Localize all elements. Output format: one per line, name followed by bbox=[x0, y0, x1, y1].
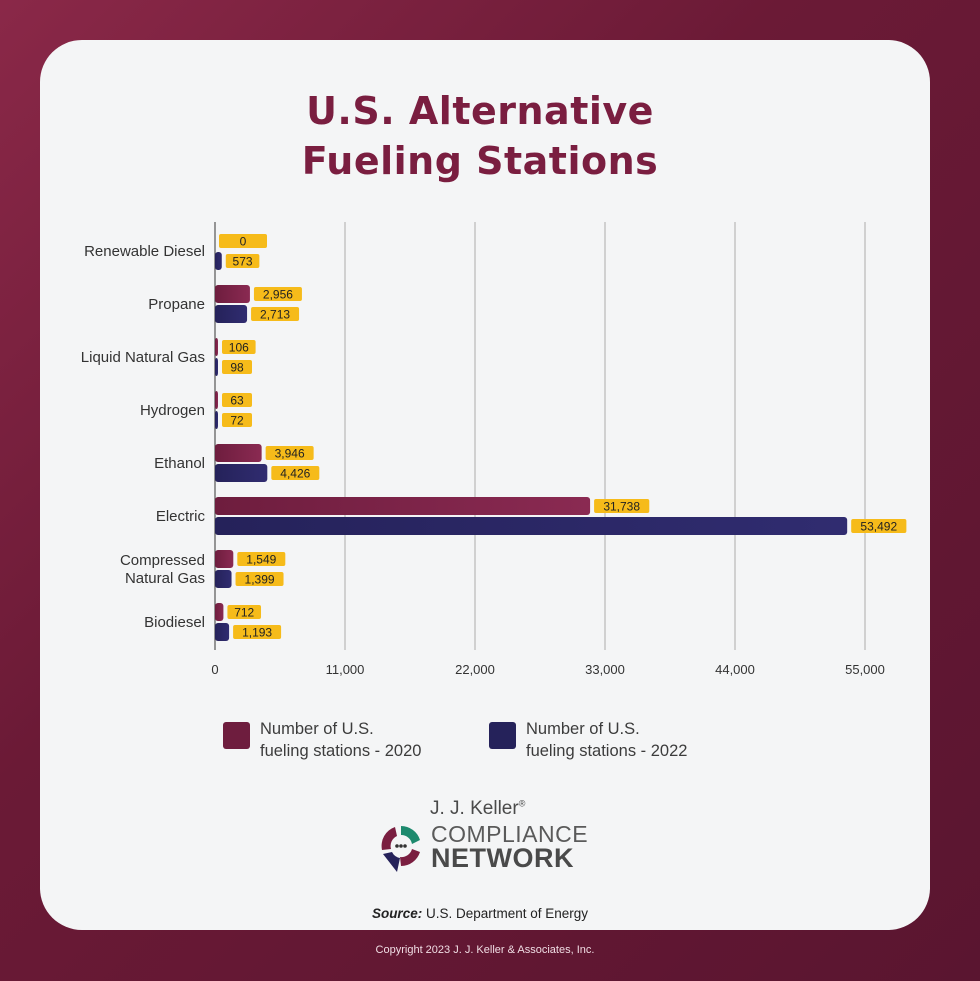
bar-0-5 bbox=[215, 497, 591, 515]
logo-registered-mark: ® bbox=[518, 798, 526, 809]
data-label-bg-0-6 bbox=[237, 552, 286, 566]
compliance-network-logo-icon bbox=[381, 826, 420, 872]
legend-2020-line2: fueling stations - 2020 bbox=[260, 742, 422, 760]
card-panel bbox=[40, 40, 930, 930]
data-label-bg-1-1 bbox=[251, 307, 300, 321]
bar-1-0 bbox=[215, 252, 222, 270]
bar-chart: 0 11,000 22,000 33,000 44,000 55,000 Renewable… bbox=[81, 222, 907, 677]
data-label-bg-0-0 bbox=[219, 234, 267, 248]
legend-2022-line1: Number of U.S. bbox=[526, 720, 640, 738]
data-label-bg-0-7 bbox=[227, 605, 262, 619]
data-label-1-3: 72 bbox=[230, 414, 244, 428]
logo-network: NETWORK bbox=[431, 843, 574, 873]
chart-title: U.S. Alternative Fueling Stations bbox=[0, 86, 960, 186]
data-label-0-3: 63 bbox=[230, 394, 244, 408]
logo-brand-text: J. J. Keller bbox=[430, 798, 519, 819]
bar-0-6 bbox=[215, 550, 234, 568]
x-tick-label-2: 22,000 bbox=[455, 662, 495, 677]
logo-brand: J. J. Keller® bbox=[430, 798, 525, 820]
bar-1-4 bbox=[215, 464, 268, 482]
bar-0-3 bbox=[215, 391, 218, 409]
x-tick-label-3: 33,000 bbox=[585, 662, 625, 677]
category-label-3: Hydrogen bbox=[140, 402, 205, 419]
data-label-1-0: 573 bbox=[233, 255, 253, 269]
bar-1-1 bbox=[215, 305, 248, 323]
data-label-1-7: 1,193 bbox=[242, 626, 272, 640]
data-label-bg-1-0 bbox=[225, 254, 260, 268]
data-label-1-6: 1,399 bbox=[245, 573, 275, 587]
legend-swatch-2020 bbox=[223, 722, 250, 749]
x-tick-label-4: 44,000 bbox=[715, 662, 755, 677]
bar-0-4 bbox=[215, 444, 262, 462]
data-label-0-4: 3,946 bbox=[275, 447, 305, 461]
category-label-4: Ethanol bbox=[154, 455, 205, 472]
data-label-1-1: 2,713 bbox=[260, 308, 290, 322]
category-label-0: Renewable Diesel bbox=[84, 243, 205, 260]
data-label-bg-1-4 bbox=[271, 466, 320, 480]
legend-swatch-2022 bbox=[489, 722, 516, 749]
title-line-2: Fueling Stations bbox=[301, 139, 659, 183]
bar-1-6 bbox=[215, 570, 232, 588]
category-label-7: Biodiesel bbox=[144, 614, 205, 631]
data-label-bg-1-3 bbox=[222, 413, 252, 427]
data-label-bg-1-5 bbox=[851, 519, 907, 533]
data-label-bg-1-7 bbox=[233, 625, 282, 639]
legend-2020-line1: Number of U.S. bbox=[260, 720, 374, 738]
bar-0-1 bbox=[215, 285, 250, 303]
data-label-0-5: 31,738 bbox=[603, 500, 640, 514]
bar-1-2 bbox=[215, 358, 218, 376]
data-label-0-0: 0 bbox=[240, 235, 247, 249]
data-label-bg-0-5 bbox=[594, 499, 650, 513]
category-label-6-1: Natural Gas bbox=[125, 570, 205, 587]
data-label-1-2: 98 bbox=[230, 361, 244, 375]
source-note: Source: U.S. Department of Energy bbox=[0, 906, 960, 921]
data-label-bg-0-3 bbox=[222, 393, 252, 407]
category-label-1: Propane bbox=[148, 296, 205, 313]
data-label-bg-1-6 bbox=[235, 572, 284, 586]
data-label-1-4: 4,426 bbox=[280, 467, 310, 481]
category-label-2: Liquid Natural Gas bbox=[81, 349, 205, 366]
data-label-bg-0-4 bbox=[265, 446, 314, 460]
data-label-0-6: 1,549 bbox=[246, 553, 276, 567]
bar-0-7 bbox=[215, 603, 224, 621]
category-label-5: Electric bbox=[156, 508, 206, 525]
data-label-0-7: 712 bbox=[234, 606, 254, 620]
copyright: Copyright 2023 J. J. Keller & Associates… bbox=[375, 944, 595, 956]
data-label-0-2: 106 bbox=[229, 341, 249, 355]
legend-item-2022: Number of U.S. fueling stations - 2022 bbox=[489, 718, 726, 762]
legend-label-2022: Number of U.S. fueling stations - 2022 bbox=[526, 718, 726, 762]
source-text: U.S. Department of Energy bbox=[425, 906, 589, 921]
data-label-bg-0-2 bbox=[222, 340, 256, 354]
bar-1-5 bbox=[215, 517, 848, 535]
x-tick-label-0: 0 bbox=[211, 662, 218, 677]
bar-1-7 bbox=[215, 623, 230, 641]
legend-item-2020: Number of U.S. fueling stations - 2020 bbox=[223, 718, 460, 762]
legend-2022-line2: fueling stations - 2022 bbox=[526, 742, 688, 760]
source-label: Source: bbox=[371, 906, 423, 921]
x-tick-label-1: 11,000 bbox=[326, 662, 365, 677]
legend-label-2020: Number of U.S. fueling stations - 2020 bbox=[260, 718, 460, 762]
data-label-1-5: 53,492 bbox=[860, 520, 897, 534]
title-line-1: U.S. Alternative bbox=[306, 89, 654, 133]
bar-1-3 bbox=[215, 411, 218, 429]
category-label-6-0: Compressed bbox=[120, 552, 205, 569]
bar-0-2 bbox=[215, 338, 218, 356]
data-label-bg-0-1 bbox=[253, 287, 302, 301]
data-label-bg-1-2 bbox=[222, 360, 252, 374]
x-tick-label-5: 55,000 bbox=[845, 662, 885, 677]
logo-compliance: COMPLIANCE bbox=[431, 821, 589, 847]
data-label-0-1: 2,956 bbox=[263, 288, 293, 302]
